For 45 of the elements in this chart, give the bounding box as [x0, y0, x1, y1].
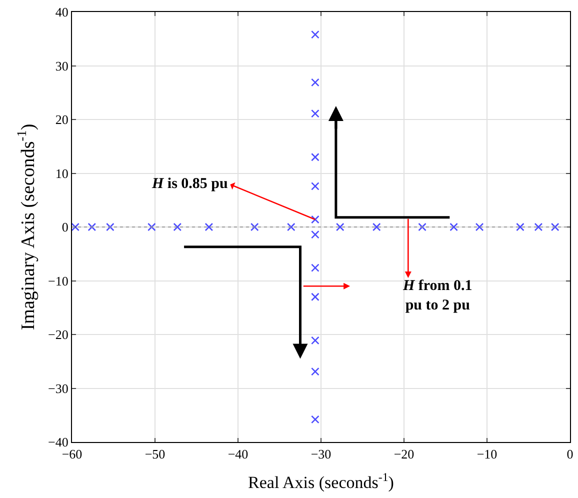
- point: [418, 222, 426, 232]
- y-tick-label: −20: [48, 327, 68, 342]
- annotation: H from 0.1 pu to 2 pu: [402, 278, 472, 314]
- y-tick-label: −10: [48, 273, 68, 288]
- y-tick-label: 10: [55, 166, 68, 181]
- point: [311, 215, 320, 224]
- point: [311, 30, 320, 39]
- point: [311, 78, 320, 87]
- point: [286, 222, 296, 232]
- y-tick-label: 40: [55, 4, 68, 20]
- point: [311, 336, 320, 345]
- point: [311, 415, 320, 424]
- point: [336, 222, 344, 232]
- point: [550, 222, 560, 232]
- x-tick-label: −20: [394, 446, 414, 462]
- point: [173, 222, 182, 232]
- x-tick-label: −10: [476, 446, 498, 462]
- point: [148, 222, 156, 232]
- point: [72, 222, 80, 232]
- point: [106, 222, 114, 232]
- x-tick-label: 0: [566, 446, 574, 462]
- x-tick-label: −40: [228, 446, 248, 462]
- x-tick-label: −50: [144, 446, 166, 462]
- x-tick-label: −30: [310, 446, 332, 462]
- x-axis-title: Real Axis (seconds$^{-1}$): [248, 470, 394, 492]
- point: [250, 222, 259, 232]
- point: [311, 109, 320, 118]
- point: [311, 292, 320, 302]
- point: [311, 230, 320, 239]
- y-tick-label: −30: [48, 380, 68, 396]
- point: [372, 222, 381, 232]
- y-tick-label: 0: [62, 220, 68, 235]
- point: [534, 222, 543, 232]
- point: [88, 222, 96, 232]
- point: [311, 152, 320, 162]
- y-tick-label: 20: [55, 112, 68, 128]
- point: [311, 367, 320, 376]
- point: [311, 182, 320, 190]
- point: [311, 264, 320, 272]
- point: [475, 222, 484, 232]
- y-tick-label: 30: [55, 58, 68, 74]
- annotation: H is 0.85 pu: [151, 176, 228, 192]
- point: [450, 222, 458, 232]
- point: [516, 222, 524, 232]
- point: [204, 222, 214, 232]
